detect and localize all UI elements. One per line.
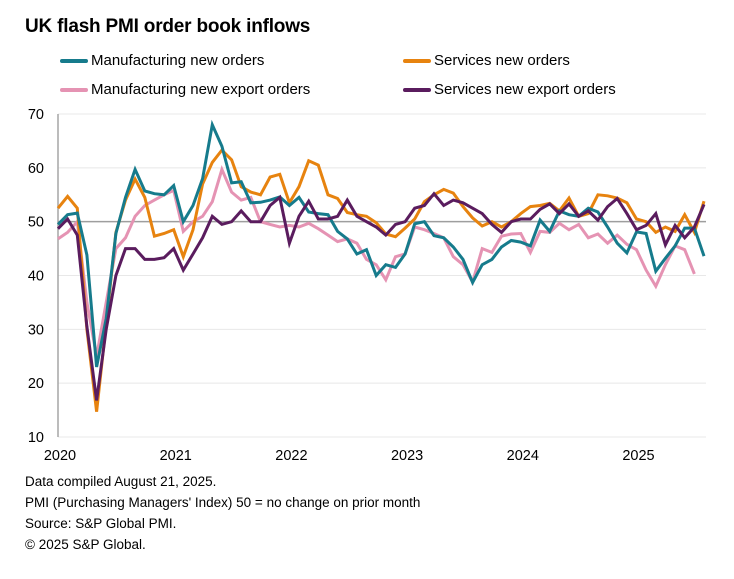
x-tick-label: 2020 — [44, 448, 76, 464]
y-tick-label: 20 — [28, 376, 44, 392]
series-line-manufacturing-new-export-orders — [57, 164, 696, 357]
footnote-copyright: © 2025 S&P Global. — [25, 537, 146, 552]
legend-label: Manufacturing new orders — [91, 52, 265, 69]
legend-swatch — [403, 87, 431, 92]
series-lines — [56, 119, 706, 412]
x-tick-label: 2023 — [391, 448, 423, 464]
footnote-data-compiled: Data compiled August 21, 2025. — [25, 474, 217, 489]
x-tick-label: 2021 — [160, 448, 192, 464]
footnote-pmi-definition: PMI (Purchasing Managers' Index) 50 = no… — [25, 495, 421, 510]
legend-swatch — [403, 58, 431, 63]
legend-item-services-new-orders: Services new orders — [403, 52, 570, 69]
chart-title: UK flash PMI order book inflows — [25, 16, 311, 37]
legend-item-manufacturing-new-export-orders: Manufacturing new export orders — [60, 81, 310, 98]
legend-swatch — [60, 58, 88, 63]
series-line-services-new-export-orders — [56, 191, 706, 401]
footnote-source: Source: S&P Global PMI. — [25, 516, 177, 531]
x-tick-label: 2024 — [507, 448, 539, 464]
legend-item-services-new-export-orders: Services new export orders — [403, 81, 616, 98]
legend-item-manufacturing-new-orders: Manufacturing new orders — [60, 52, 264, 69]
x-axis-tick-labels: 2020 2021 2022 2023 2024 2025 — [44, 448, 655, 464]
y-axis-tick-labels: 10 20 30 40 50 60 70 — [28, 107, 44, 446]
series-line-manufacturing-new-orders — [56, 119, 706, 368]
x-tick-label: 2022 — [275, 448, 307, 464]
y-tick-label: 60 — [28, 161, 44, 177]
y-tick-label: 40 — [28, 269, 44, 285]
y-tick-label: 30 — [28, 322, 44, 338]
y-tick-label: 10 — [28, 430, 44, 446]
legend-label: Services new export orders — [434, 81, 616, 98]
series-line-services-new-orders — [56, 147, 706, 412]
legend-swatch — [60, 87, 88, 92]
legend-label: Manufacturing new export orders — [91, 81, 311, 98]
legend-label: Services new orders — [434, 52, 570, 69]
x-tick-label: 2025 — [622, 448, 654, 464]
y-tick-label: 70 — [28, 107, 44, 123]
y-tick-label: 50 — [28, 215, 44, 231]
